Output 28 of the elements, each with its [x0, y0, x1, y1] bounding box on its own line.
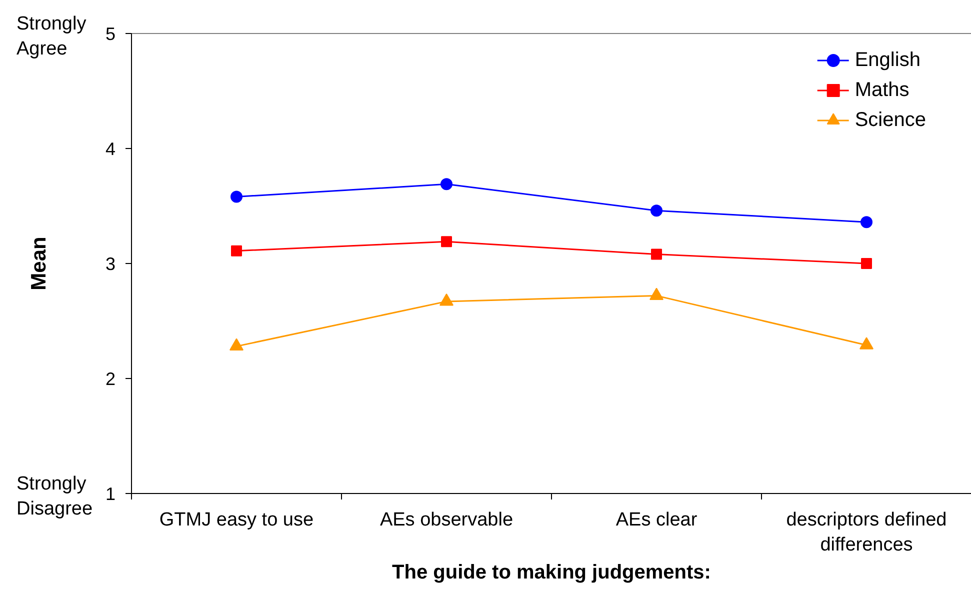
point: [440, 178, 452, 190]
text: Strongly Disagree: [16, 473, 93, 520]
y-axis-title: Mean: [27, 236, 50, 290]
text: Strongly Agree: [16, 13, 87, 60]
point: [230, 338, 244, 351]
point: [860, 337, 874, 350]
y-tick-label: 2: [105, 369, 116, 389]
point: [651, 248, 662, 260]
x-tick-label: GTMJ easy to use: [159, 510, 314, 530]
x-axis-title: The guide to making judgements:: [392, 562, 711, 584]
y-tick-label: 5: [105, 24, 116, 44]
point: [440, 293, 454, 306]
point: [861, 258, 872, 269]
y-tick-label: 4: [105, 139, 116, 159]
x-tick-label: AEs clear: [616, 510, 698, 530]
point: [441, 236, 452, 248]
point: [650, 288, 664, 300]
point: [231, 245, 242, 256]
point: [230, 190, 242, 203]
point: [650, 204, 662, 217]
y-tick-label: 3: [105, 254, 116, 274]
point: [860, 216, 872, 228]
legend-label: Science: [854, 108, 926, 132]
x-tick-label: AEs observable: [380, 510, 514, 530]
y-tick-label: 1: [105, 484, 116, 504]
legend-label: Maths: [854, 78, 910, 102]
x-tick-label: descriptors defined differences: [786, 510, 947, 556]
legend-label: English: [854, 48, 920, 72]
